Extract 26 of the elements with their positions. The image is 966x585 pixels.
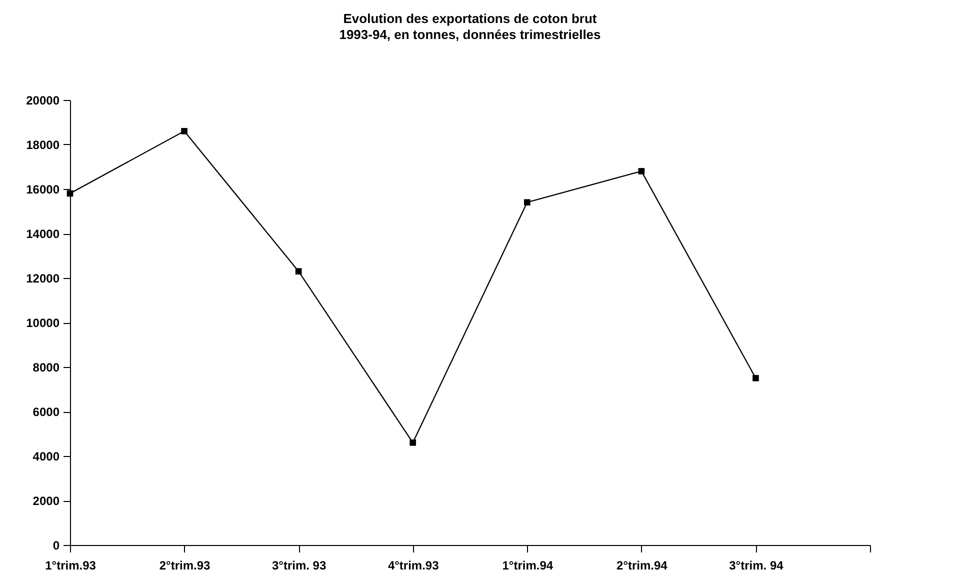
y-tick-label: 20000 — [26, 94, 60, 108]
point — [295, 268, 302, 274]
x-tick-label: 4°trim.93 — [388, 558, 440, 572]
chart-title: Evolution des exportations de coton brut 1993-94, en tonnes, données trimestrielles — [339, 11, 601, 42]
point — [752, 374, 759, 382]
y-tick-label: 14000 — [26, 227, 60, 241]
y-tick-label: 8000 — [32, 360, 60, 374]
y-tick-label: 6000 — [32, 405, 60, 419]
point — [524, 199, 530, 206]
point — [638, 168, 645, 174]
y-tick-label: 2000 — [32, 494, 60, 508]
x-tick-label: 1°trim.93 — [45, 558, 96, 572]
y-tick-label: 0 — [52, 538, 60, 552]
x-tick-label: 2°trim.94 — [616, 558, 668, 572]
y-tick-label: 4000 — [32, 450, 60, 464]
x-tick-label: 2°trim.93 — [159, 558, 211, 572]
y-tick-label: 12000 — [26, 272, 60, 286]
y-tick-label: 16000 — [26, 182, 60, 196]
point — [410, 439, 416, 446]
y-tick-label: 10000 — [26, 316, 60, 330]
x-tick-label: 1°trim.94 — [502, 558, 554, 572]
y-tick-label: 18000 — [26, 138, 60, 152]
point — [181, 128, 188, 134]
point — [66, 190, 74, 197]
x-tick-label: 3°trim. 94 — [729, 558, 784, 572]
x-tick-label: 3°trim. 93 — [272, 558, 326, 572]
